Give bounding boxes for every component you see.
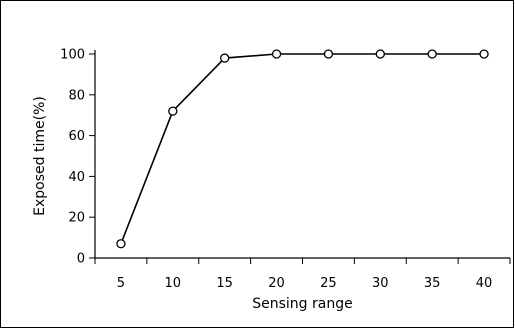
data-point (271, 49, 282, 59)
y-tick-label: 60 (68, 129, 85, 144)
series-line (120, 53, 485, 245)
x-tick-label: 35 (424, 276, 441, 291)
x-tick-label: 40 (476, 276, 493, 291)
data-point (220, 53, 230, 63)
x-tick-label: 30 (372, 276, 389, 291)
y-tick-label: 20 (68, 211, 85, 226)
x-tick-label: 25 (320, 276, 337, 291)
data-point (168, 106, 178, 116)
x-axis-label: Sensing range (252, 296, 352, 312)
x-tick-label: 10 (165, 276, 182, 291)
y-tick-label: 100 (60, 48, 85, 63)
y-axis-ticks: 0 20 40 60 80 100 (60, 48, 95, 267)
x-tick-label: 20 (268, 276, 285, 291)
x-tick-label: 15 (216, 276, 233, 291)
y-tick-label: 40 (68, 170, 85, 185)
data-point (427, 49, 437, 59)
data-point (323, 49, 334, 59)
data-point (479, 49, 489, 59)
x-tick-label: 5 (117, 276, 125, 291)
y-tick-label: 80 (68, 88, 85, 103)
y-axis-label: Exposed time(%) (32, 96, 48, 216)
data-point (116, 239, 126, 249)
y-tick-label: 0 (77, 252, 85, 267)
series-group (116, 49, 489, 249)
x-axis-ticks: 5 10 15 20 25 30 35 40 (94, 258, 511, 291)
data-point (375, 49, 385, 59)
